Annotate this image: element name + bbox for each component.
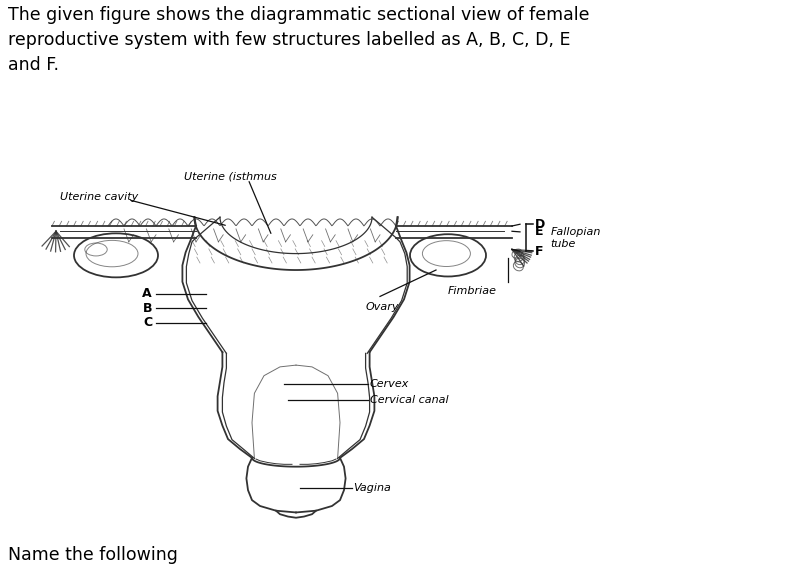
Text: E: E: [534, 225, 543, 238]
Text: Uterine cavity: Uterine cavity: [60, 191, 138, 202]
Text: The given figure shows the diagrammatic sectional view of female
reproductive sy: The given figure shows the diagrammatic …: [8, 6, 590, 74]
Text: Cervical canal: Cervical canal: [370, 395, 448, 406]
Text: D: D: [534, 218, 545, 231]
Text: C: C: [143, 316, 152, 329]
Text: Uterine (isthmus: Uterine (isthmus: [184, 171, 277, 181]
Text: F: F: [534, 245, 543, 258]
Text: Cervex: Cervex: [370, 379, 409, 390]
Text: Fallopian
tube: Fallopian tube: [550, 227, 601, 249]
Text: Vagina: Vagina: [354, 483, 391, 494]
Text: Ovary: Ovary: [366, 302, 399, 312]
Text: Fimbriae: Fimbriae: [447, 286, 497, 296]
Text: B: B: [142, 302, 152, 315]
Text: A: A: [142, 287, 152, 300]
Text: Name the following: Name the following: [8, 545, 178, 564]
